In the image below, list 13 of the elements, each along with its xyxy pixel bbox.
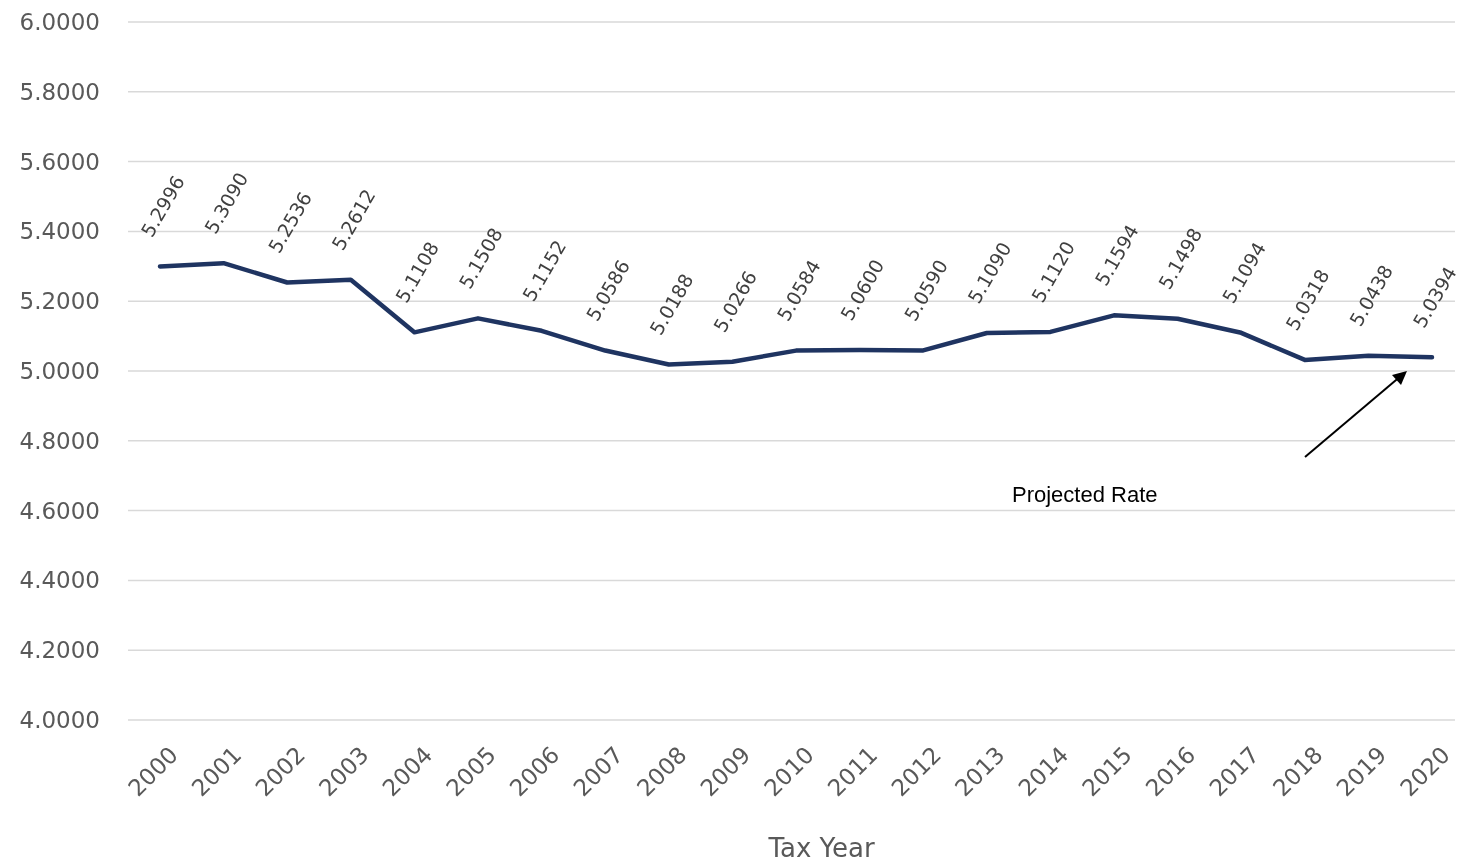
x-axis-title: Tax Year — [767, 833, 875, 863]
y-tick-label: 5.4000 — [19, 218, 100, 245]
y-tick-label: 5.0000 — [19, 358, 100, 385]
y-tick-label: 5.8000 — [19, 78, 100, 105]
annotation: Projected Rate — [1012, 482, 1158, 508]
y-tick-label: 4.6000 — [19, 497, 100, 524]
y-tick-label: 5.6000 — [19, 148, 100, 175]
y-tick-label: 4.2000 — [19, 637, 100, 664]
y-tick-label: 5.2000 — [19, 288, 100, 315]
y-tick-label: 4.4000 — [19, 567, 100, 594]
y-tick-label: 6.0000 — [19, 9, 100, 36]
y-tick-label: 4.0000 — [19, 707, 100, 734]
y-tick-label: 4.8000 — [19, 427, 100, 454]
